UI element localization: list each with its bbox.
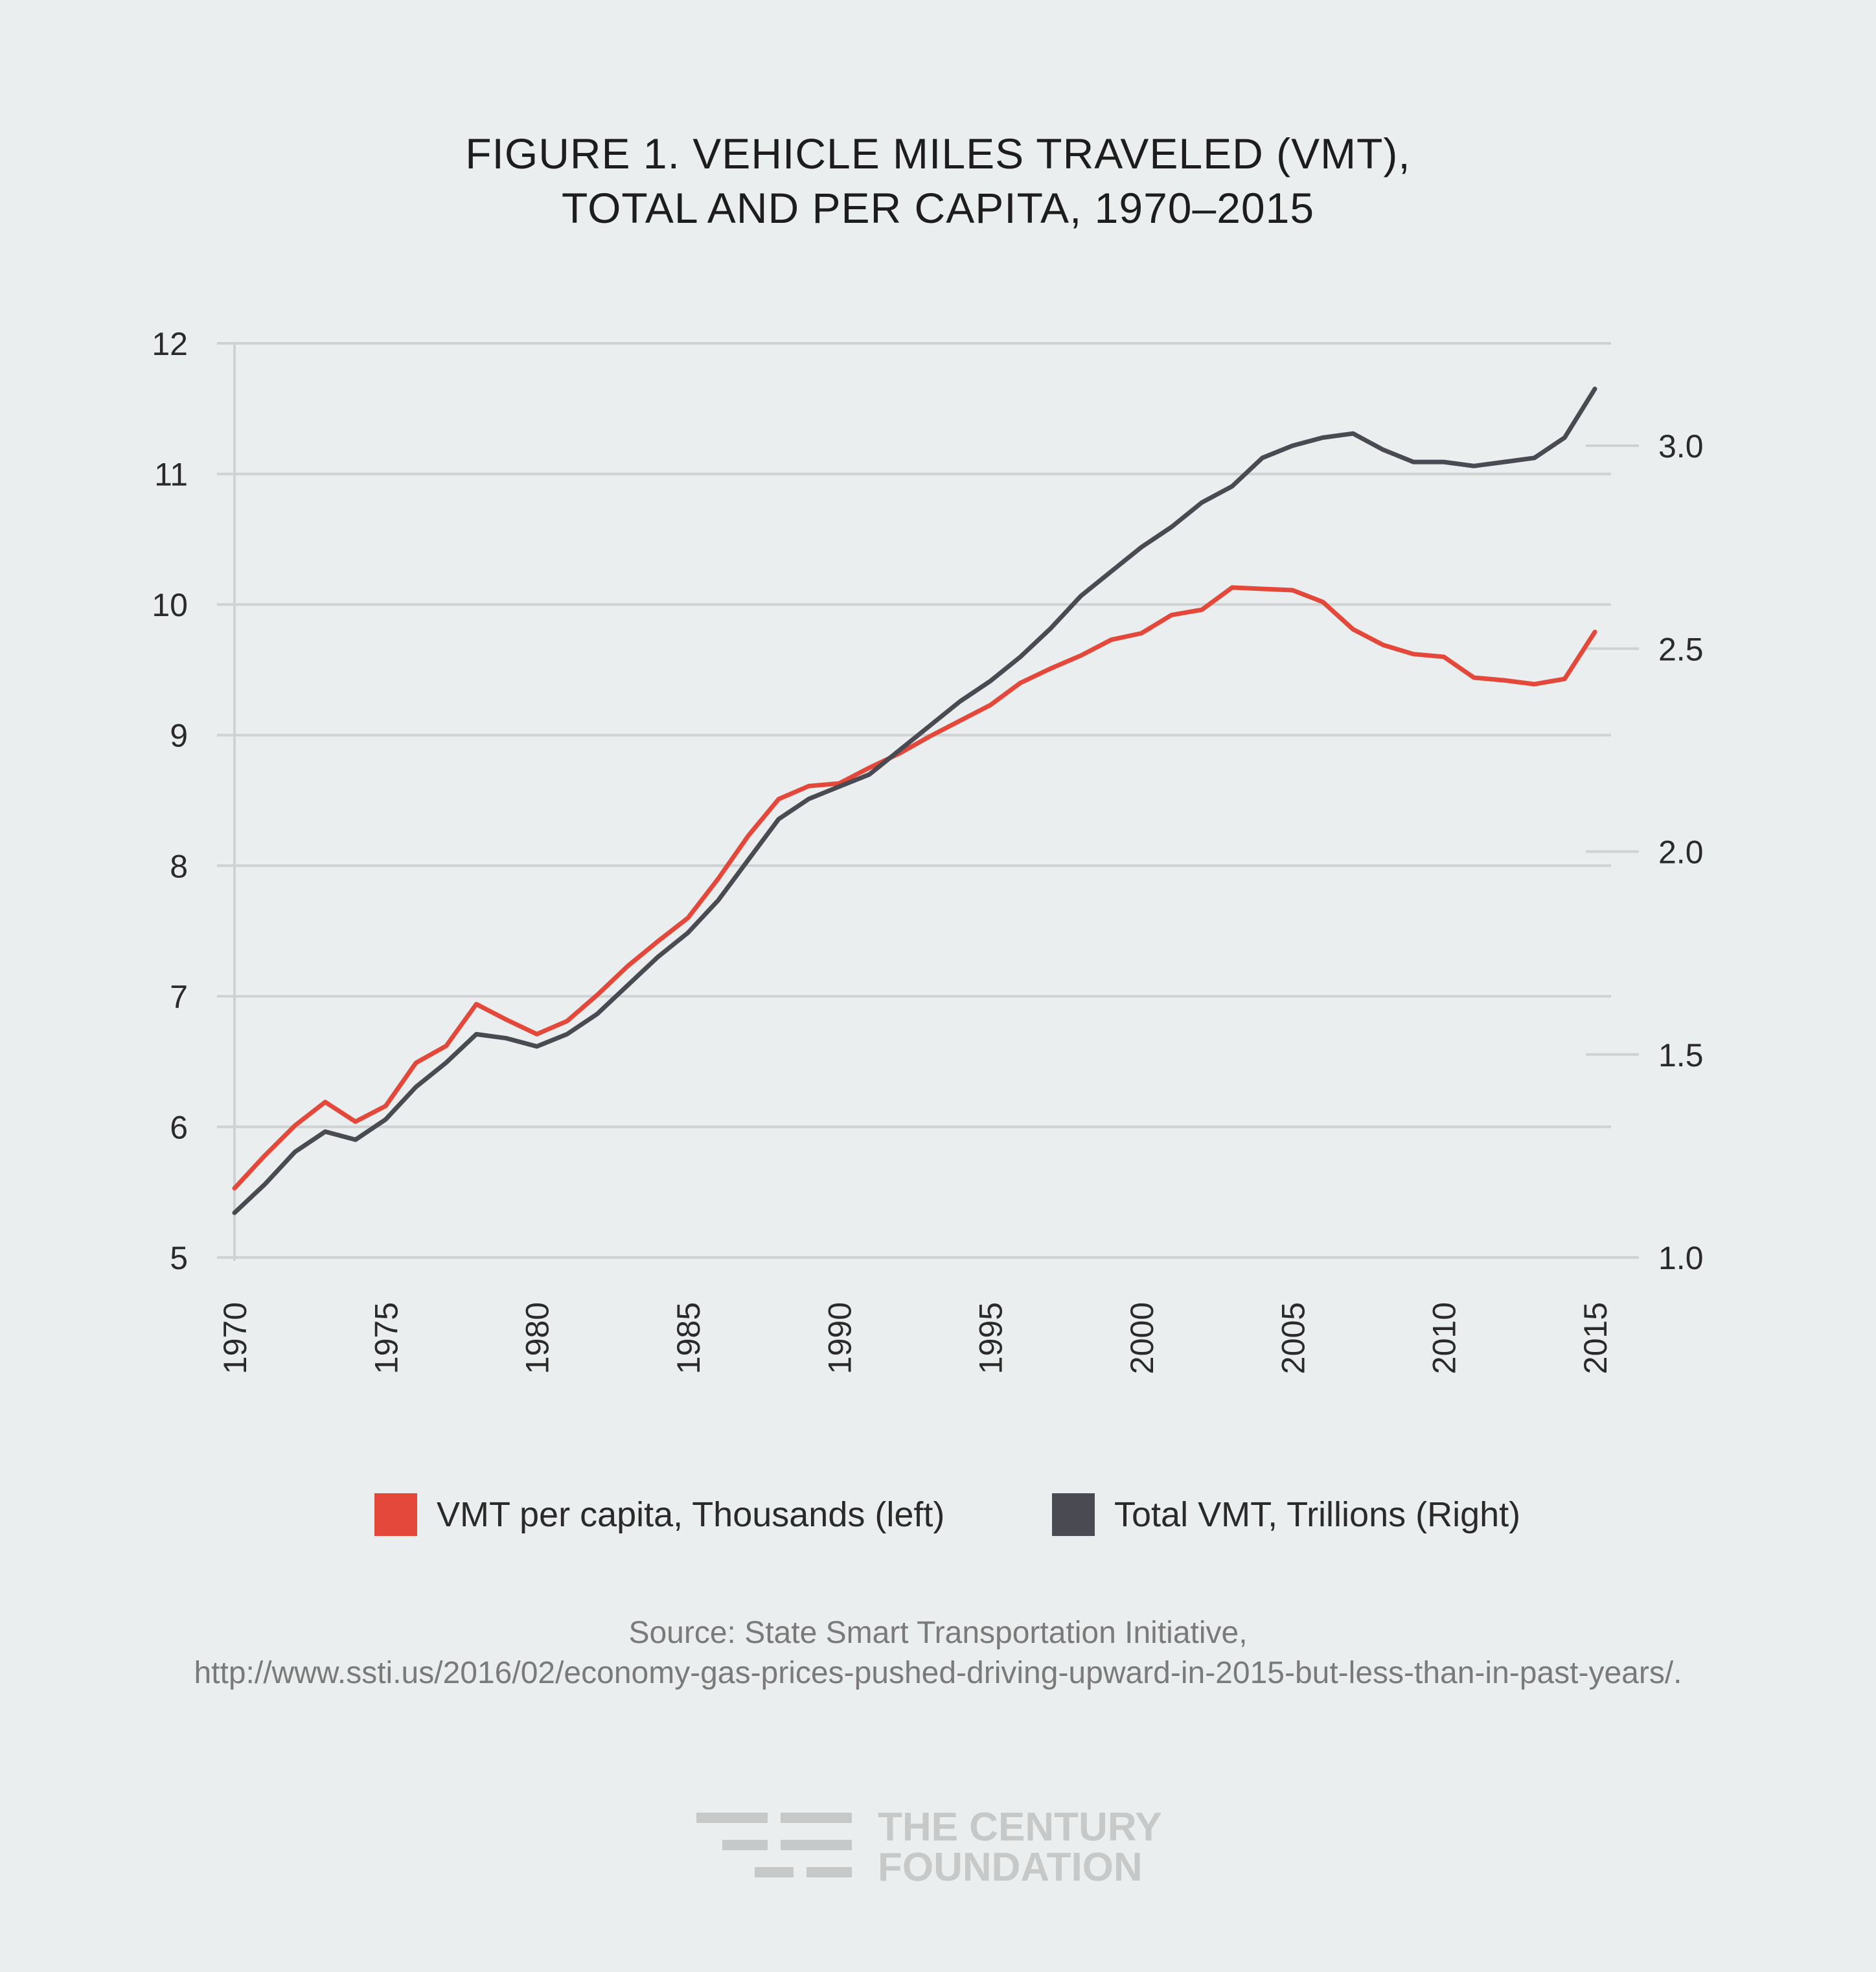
chart-title: FIGURE 1. VEHICLE MILES TRAVELED (VMT), … bbox=[0, 126, 1876, 235]
x-tick-label-1990: 1990 bbox=[821, 1302, 858, 1374]
left-tick-label-9: 9 bbox=[170, 718, 188, 754]
logo-text-line-1: THE CENTURY bbox=[878, 1805, 1162, 1850]
right-tick-label-2.0: 2.0 bbox=[1658, 834, 1704, 871]
series-line-per-capita bbox=[232, 585, 1597, 1191]
line-chart: 5 6 7 8 9 10 11 12 1.0 1.5 2.0 2.5 3.0 1970 1975 1980… bbox=[152, 326, 1704, 1374]
legend-item-total: Total VMT, Trillions (Right) bbox=[1052, 1493, 1520, 1536]
left-tick-label-10: 10 bbox=[152, 587, 188, 623]
x-tick-label-1975: 1975 bbox=[368, 1302, 404, 1374]
legend-label-per-capita: VMT per capita, Thousands (left) bbox=[437, 1495, 945, 1534]
right-tick-label-2.5: 2.5 bbox=[1658, 631, 1704, 667]
chart-title-line-1: FIGURE 1. VEHICLE MILES TRAVELED (VMT), bbox=[465, 130, 1411, 178]
legend-swatch-per-capita bbox=[374, 1493, 417, 1536]
legend-label-total: Total VMT, Trillions (Right) bbox=[1114, 1495, 1521, 1534]
gridlines bbox=[217, 342, 1611, 1261]
source-line-1: Source: State Smart Transportation Initi… bbox=[628, 1616, 1248, 1650]
x-tick-label-1980: 1980 bbox=[520, 1302, 556, 1374]
right-axis-ticks: 1.0 1.5 2.0 2.5 3.0 bbox=[1586, 428, 1704, 1276]
series-lines bbox=[232, 386, 1597, 1215]
legend-item-per-capita: VMT per capita, Thousands (left) bbox=[374, 1493, 944, 1536]
logo-mark-icon bbox=[696, 1813, 852, 1877]
right-tick-label-1.0: 1.0 bbox=[1658, 1240, 1704, 1276]
left-tick-label-11: 11 bbox=[154, 457, 188, 493]
logo-text-line-2: FOUNDATION bbox=[878, 1845, 1143, 1890]
x-axis-ticks: 1970 1975 1980 1985 1990 1995 2000 2005 2010 2015 bbox=[217, 1302, 1614, 1374]
series-line-total bbox=[232, 386, 1597, 1215]
left-tick-label-7: 7 bbox=[170, 979, 188, 1015]
source-note: Source: State Smart Transportation Initi… bbox=[0, 1613, 1876, 1693]
right-tick-label-1.5: 1.5 bbox=[1658, 1037, 1704, 1073]
x-tick-label-1995: 1995 bbox=[973, 1302, 1009, 1374]
x-tick-label-1985: 1985 bbox=[670, 1302, 707, 1374]
x-tick-label-2015: 2015 bbox=[1577, 1302, 1614, 1374]
x-tick-label-1970: 1970 bbox=[217, 1302, 253, 1374]
century-foundation-logo: THE CENTURY FOUNDATION bbox=[696, 1807, 1189, 1892]
x-tick-label-2000: 2000 bbox=[1124, 1302, 1160, 1374]
left-tick-label-5: 5 bbox=[170, 1240, 188, 1276]
legend-swatch-total bbox=[1052, 1493, 1095, 1536]
logo-text: THE CENTURY FOUNDATION bbox=[878, 1807, 1162, 1888]
right-tick-label-3.0: 3.0 bbox=[1658, 428, 1704, 464]
chart-title-line-2: TOTAL AND PER CAPITA, 1970–2015 bbox=[561, 184, 1315, 232]
left-tick-label-8: 8 bbox=[170, 848, 188, 884]
left-tick-label-6: 6 bbox=[170, 1109, 188, 1145]
legend: VMT per capita, Thousands (left) Total V… bbox=[0, 1493, 1876, 1545]
left-axis-ticks: 5 6 7 8 9 10 11 12 bbox=[152, 326, 188, 1276]
x-tick-label-2010: 2010 bbox=[1426, 1302, 1463, 1374]
source-line-2: http://www.ssti.us/2016/02/economy-gas-p… bbox=[194, 1656, 1682, 1690]
left-tick-label-12: 12 bbox=[152, 326, 188, 362]
x-tick-label-2005: 2005 bbox=[1275, 1302, 1311, 1374]
